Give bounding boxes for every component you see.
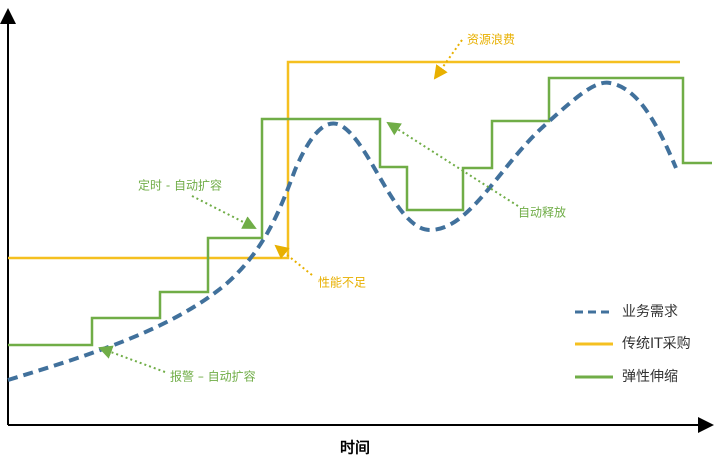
annotation: 资源浪费 (467, 32, 515, 47)
annotation: 自动释放 (518, 205, 566, 220)
annotation-arrow (191, 195, 257, 229)
legend-entry: 传统IT采购 (622, 336, 691, 352)
annotation-arrow (274, 244, 313, 276)
annotation: 性能不足 (318, 276, 366, 290)
annotation: 定时 - 自动扩容 (138, 178, 222, 193)
annotation-arrow (98, 345, 166, 373)
legend-entry: 弹性伸缩 (622, 369, 678, 385)
elastic-line (8, 76, 712, 347)
demand-curve (7, 80, 678, 382)
traditional-it-line (8, 60, 680, 260)
annotation-arrow (433, 39, 463, 80)
annotation: 报警 – 自动扩容 (170, 369, 256, 384)
annotation-arrow (386, 121, 519, 207)
x-axis-label: 时间 (340, 439, 370, 457)
legend-entry: 业务需求 (622, 304, 678, 320)
